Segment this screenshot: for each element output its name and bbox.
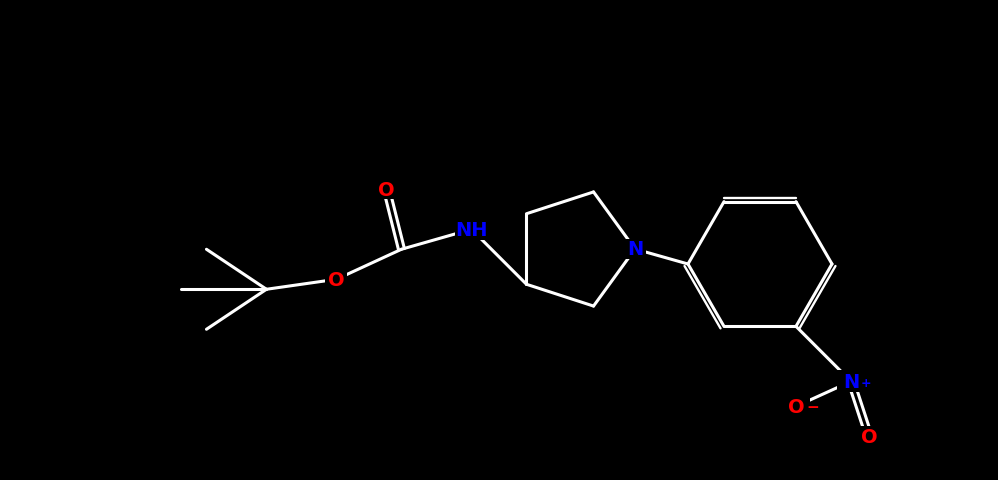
FancyBboxPatch shape [782, 396, 810, 418]
FancyBboxPatch shape [325, 270, 347, 289]
Text: O: O [378, 180, 395, 199]
FancyBboxPatch shape [624, 240, 646, 260]
Text: O: O [787, 397, 804, 416]
Text: +: + [861, 377, 871, 390]
FancyBboxPatch shape [455, 219, 487, 241]
Text: N: N [627, 240, 643, 259]
Text: N: N [843, 372, 859, 391]
Text: O: O [328, 270, 344, 289]
FancyBboxPatch shape [858, 426, 880, 446]
Text: −: − [806, 399, 818, 415]
Text: O: O [860, 427, 877, 446]
FancyBboxPatch shape [837, 371, 865, 393]
Text: NH: NH [455, 220, 488, 239]
FancyBboxPatch shape [375, 180, 397, 200]
